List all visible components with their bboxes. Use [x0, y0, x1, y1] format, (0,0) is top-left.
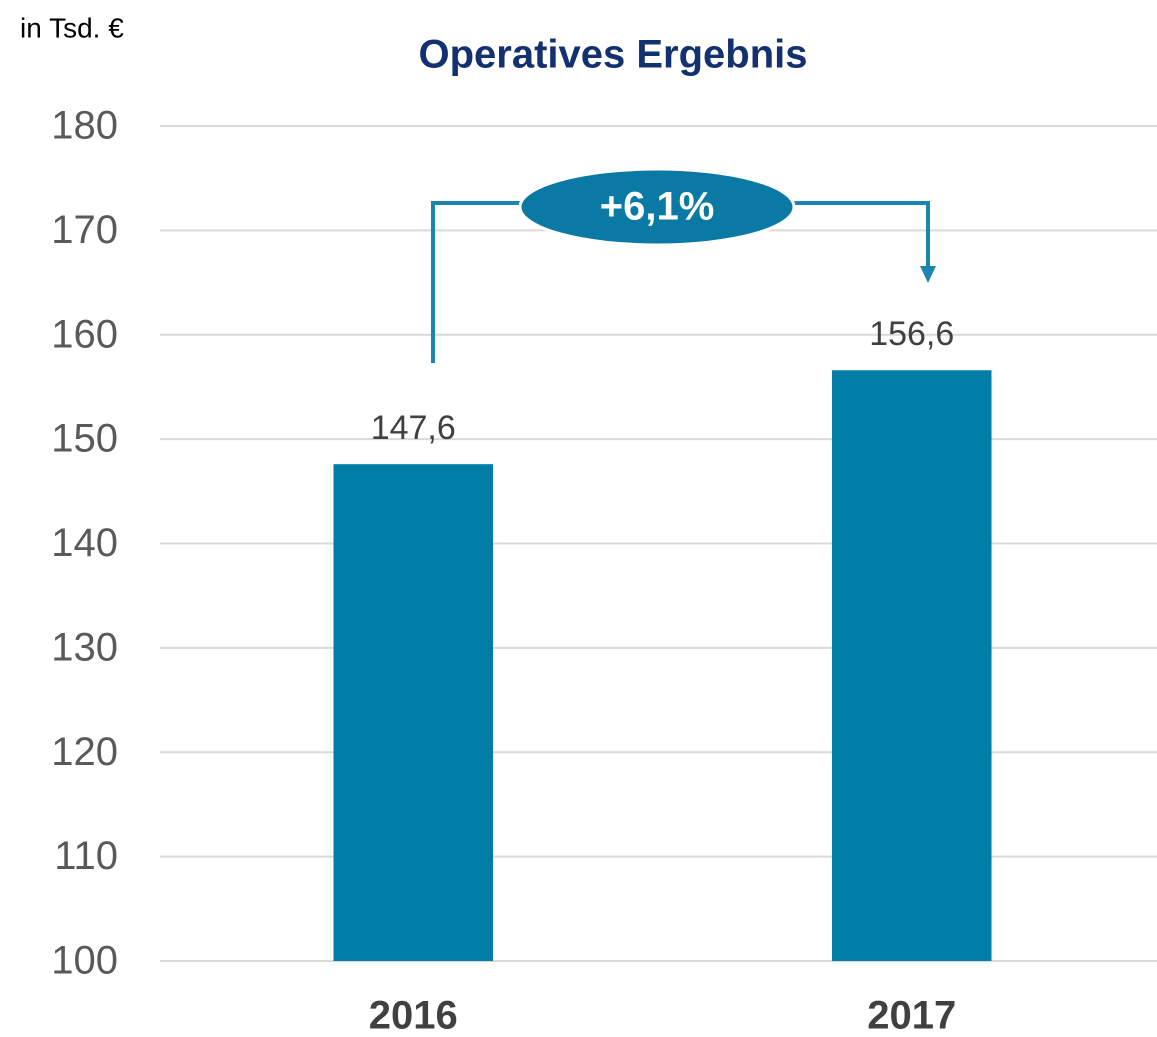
value-label: 147,6 — [371, 409, 456, 447]
value-label: 156,6 — [869, 315, 954, 353]
bar — [333, 464, 494, 961]
y-tick-label: 180 — [51, 104, 118, 148]
badge — [518, 167, 796, 247]
unit-label: in Tsd. € — [20, 12, 124, 43]
growth-annotation: +6,1% — [431, 167, 936, 363]
y-tick-label: 100 — [51, 939, 118, 983]
x-tick-label: 2016 — [369, 994, 458, 1037]
y-tick-label: 130 — [51, 625, 118, 669]
plot: 100 110 120 130 140 150 160 170 180 2016 147,6 2017… — [51, 104, 1157, 1037]
y-tick-label: 150 — [51, 417, 118, 461]
arrow-head — [920, 266, 936, 283]
x-tick-label: 2017 — [867, 994, 956, 1037]
chart-title: Operatives Ergebnis — [418, 33, 807, 77]
badge-text: +6,1% — [600, 185, 715, 229]
y-tick-label: 160 — [51, 312, 118, 356]
y-tick-label: 170 — [51, 208, 118, 252]
y-tick-label: 120 — [51, 730, 118, 774]
y-tick-label: 140 — [51, 521, 118, 565]
y-tick-label: 110 — [54, 834, 118, 878]
bar — [831, 370, 992, 961]
